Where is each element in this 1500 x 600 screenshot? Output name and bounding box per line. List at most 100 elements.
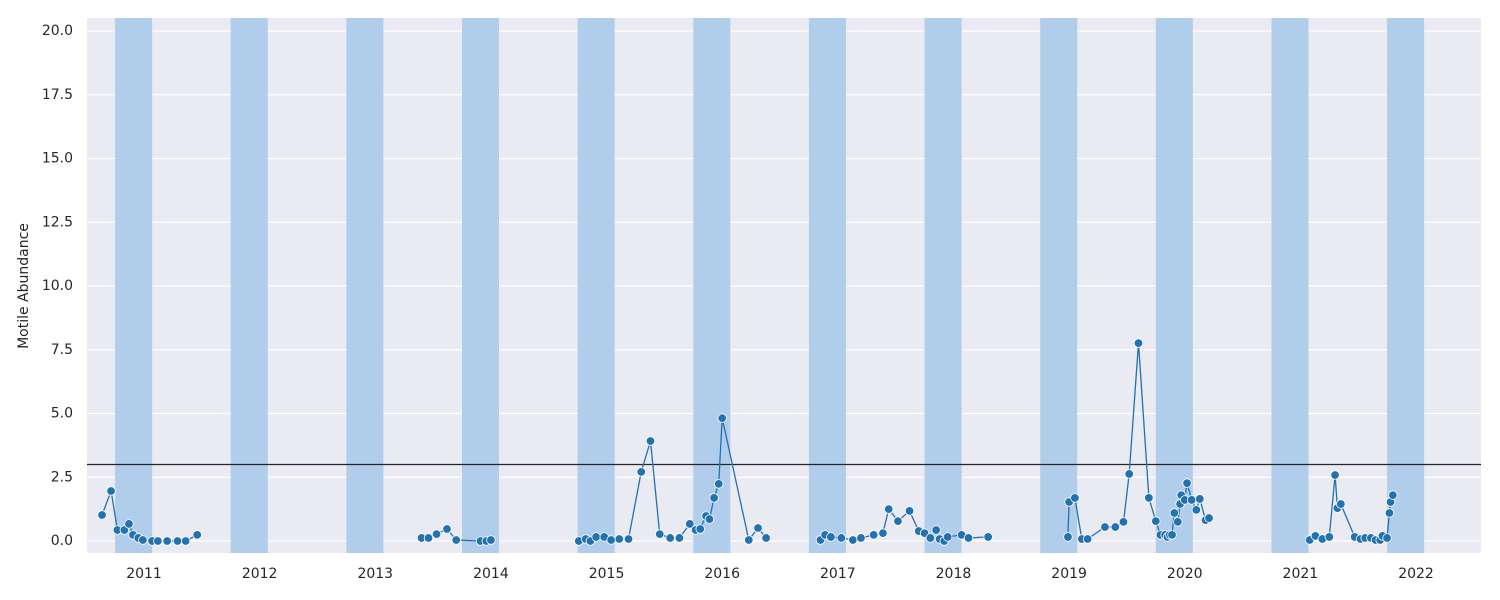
data-point [1186,495,1197,505]
x-tick-label: 2021 [1283,566,1319,582]
y-tick-label: 7.5 [51,342,73,358]
data-point [636,467,646,477]
data-point [1388,490,1398,500]
data-point [1382,533,1392,543]
x-tick-label: 2020 [1167,566,1203,582]
data-point [614,534,624,544]
x-tick-label: 2019 [1051,566,1087,582]
y-tick-label: 17.5 [42,87,73,103]
data-point [423,533,434,543]
data-point [1167,530,1177,540]
data-point [983,532,993,542]
shaded-span [230,18,268,553]
data-point [623,534,634,544]
data-point [685,519,695,529]
shaded-span [693,18,731,553]
shaded-span [1155,18,1193,553]
shaded-span [924,18,962,553]
x-tick-label: 2012 [242,566,278,582]
shaded-span [1271,18,1309,553]
data-point [761,533,771,543]
data-point [836,533,846,543]
data-point [709,493,719,503]
data-point [931,525,941,535]
shaded-span [115,18,153,553]
data-point [1133,338,1144,348]
y-tick-label: 12.5 [42,214,73,230]
data-point [97,510,107,520]
data-point [162,536,172,546]
shaded-span [1040,18,1078,553]
data-point [868,530,879,540]
data-point [1191,505,1202,515]
y-tick-label: 20.0 [42,23,73,39]
data-point [172,536,183,546]
data-point [878,528,888,538]
shaded-span [1387,18,1425,553]
data-point [665,533,675,543]
x-tick-label: 2013 [357,566,393,582]
data-point [655,529,665,539]
x-tick-label: 2022 [1398,566,1434,582]
data-point [1324,532,1334,542]
x-tick-label: 2015 [589,566,625,582]
data-point [695,524,705,534]
data-point [704,514,715,524]
data-point [674,533,685,543]
data-point [486,535,496,545]
y-axis-label: Motile Abundance [16,223,32,349]
x-tick-label: 2016 [704,566,740,582]
y-tick-label: 5.0 [51,406,73,422]
data-point [591,532,601,542]
x-tick-label: 2014 [473,566,509,582]
data-point [451,535,461,545]
data-point [442,524,452,534]
shaded-span [462,18,500,553]
data-point [106,486,116,496]
data-point [431,529,442,539]
data-point [714,479,724,489]
data-point [1384,508,1395,518]
data-point [848,535,858,545]
data-point [1063,532,1073,542]
x-tick-label: 2011 [126,566,162,582]
data-point [1118,517,1129,527]
data-point [744,535,754,545]
data-point [1144,493,1154,503]
x-tick-label: 2017 [820,566,856,582]
data-point [645,436,656,446]
data-point [1336,499,1346,509]
data-point [1204,513,1214,523]
data-point [138,535,148,545]
data-point [1070,493,1080,503]
y-tick-label: 0.0 [51,533,73,549]
data-point [826,532,836,542]
data-point [1082,534,1093,544]
data-point [1195,494,1205,504]
data-point [1169,508,1180,518]
data-point [180,536,191,546]
data-point [904,506,915,516]
shaded-span [808,18,846,553]
data-point [1173,517,1183,527]
data-point [856,533,866,543]
x-tick-label: 2018 [936,566,972,582]
data-point [963,533,974,543]
data-point [884,504,894,514]
data-point [606,535,616,545]
data-point [893,516,903,526]
data-point [192,530,202,540]
data-point [753,523,763,533]
data-point [925,533,936,543]
y-tick-label: 10.0 [42,278,73,294]
data-point [717,413,727,423]
data-point [124,519,134,529]
data-point [1124,469,1134,479]
data-point [1182,478,1192,488]
data-point [153,536,163,546]
data-point [1110,522,1121,532]
shaded-span [346,18,384,553]
data-point [1330,470,1340,480]
y-tick-label: 2.5 [51,469,73,485]
